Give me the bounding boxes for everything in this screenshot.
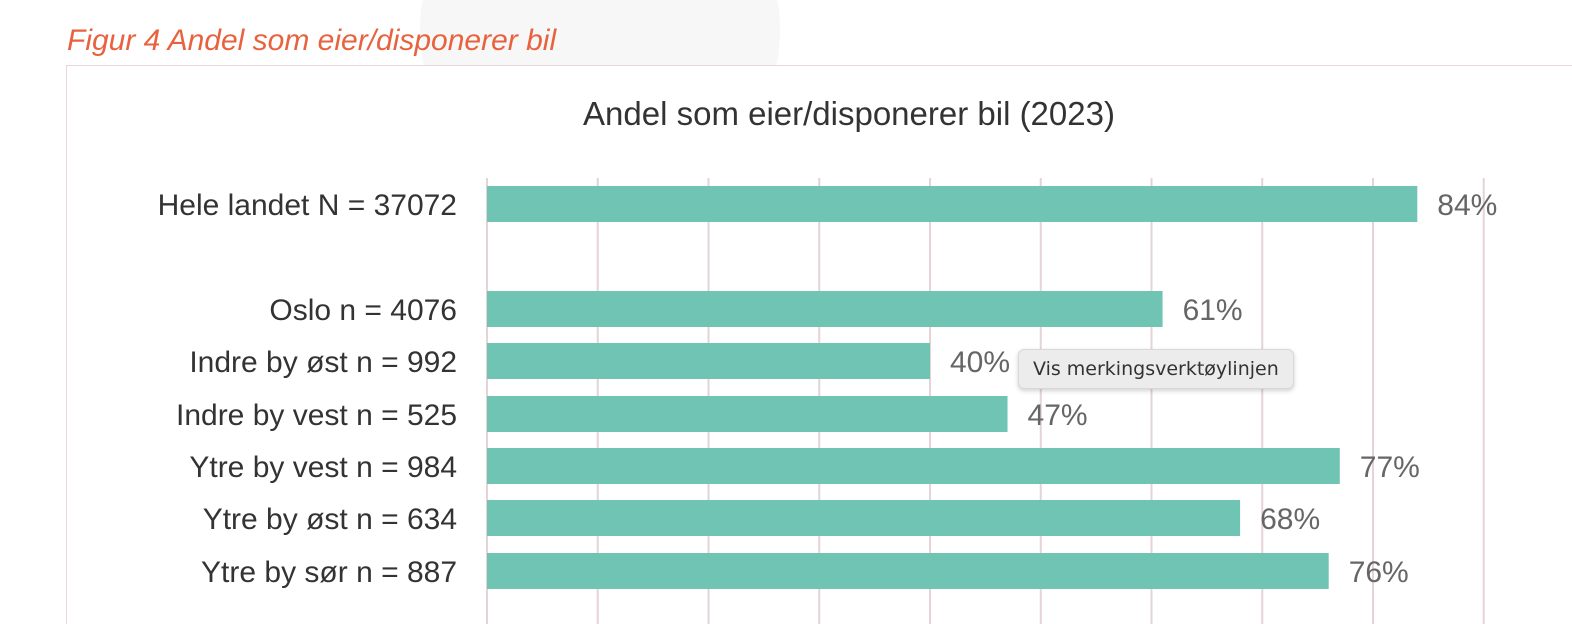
chart-title: Andel som eier/disponerer bil (2023) <box>583 95 1115 132</box>
value-label-3: 47% <box>1028 399 1088 432</box>
category-label-4: Ytre by vest n = 984 <box>189 451 457 484</box>
bar-4 <box>487 448 1340 484</box>
value-label-2: 40% <box>950 346 1010 379</box>
bar-1 <box>487 291 1163 327</box>
value-label-4: 77% <box>1360 451 1420 484</box>
category-label-2: Indre by øst n = 992 <box>189 346 457 379</box>
bar-3 <box>487 396 1008 432</box>
value-label-6: 76% <box>1349 556 1409 589</box>
category-label-0: Hele landet N = 37072 <box>158 189 457 222</box>
category-label-3: Indre by vest n = 525 <box>176 399 457 432</box>
figure-caption: Figur 4 Andel som eier/disponerer bil <box>67 24 557 57</box>
bar-5 <box>487 500 1241 536</box>
category-label-6: Ytre by sør n = 887 <box>201 556 457 589</box>
bar-chart: Andel som eier/disponerer bil (2023) Hel… <box>158 95 1497 624</box>
bars <box>487 186 1418 589</box>
category-label-1: Oslo n = 4076 <box>269 294 457 327</box>
value-labels: 84% 61% 40% 47% 77% 68% 76% <box>950 189 1497 589</box>
category-labels: Hele landet N = 37072 Oslo n = 4076 Indre … <box>158 189 457 589</box>
annotation-toolbar-tooltip: Vis merkingsverktøylinjen <box>1018 349 1294 389</box>
chart-frame: Andel som eier/disponerer bil (2023) Hel… <box>66 65 1572 624</box>
value-label-1: 61% <box>1183 294 1243 327</box>
bar-6 <box>487 553 1329 589</box>
value-label-5: 68% <box>1260 503 1320 536</box>
bar-0 <box>487 186 1418 222</box>
bar-2 <box>487 343 930 379</box>
value-label-0: 84% <box>1437 189 1497 222</box>
category-label-5: Ytre by øst n = 634 <box>203 503 457 536</box>
